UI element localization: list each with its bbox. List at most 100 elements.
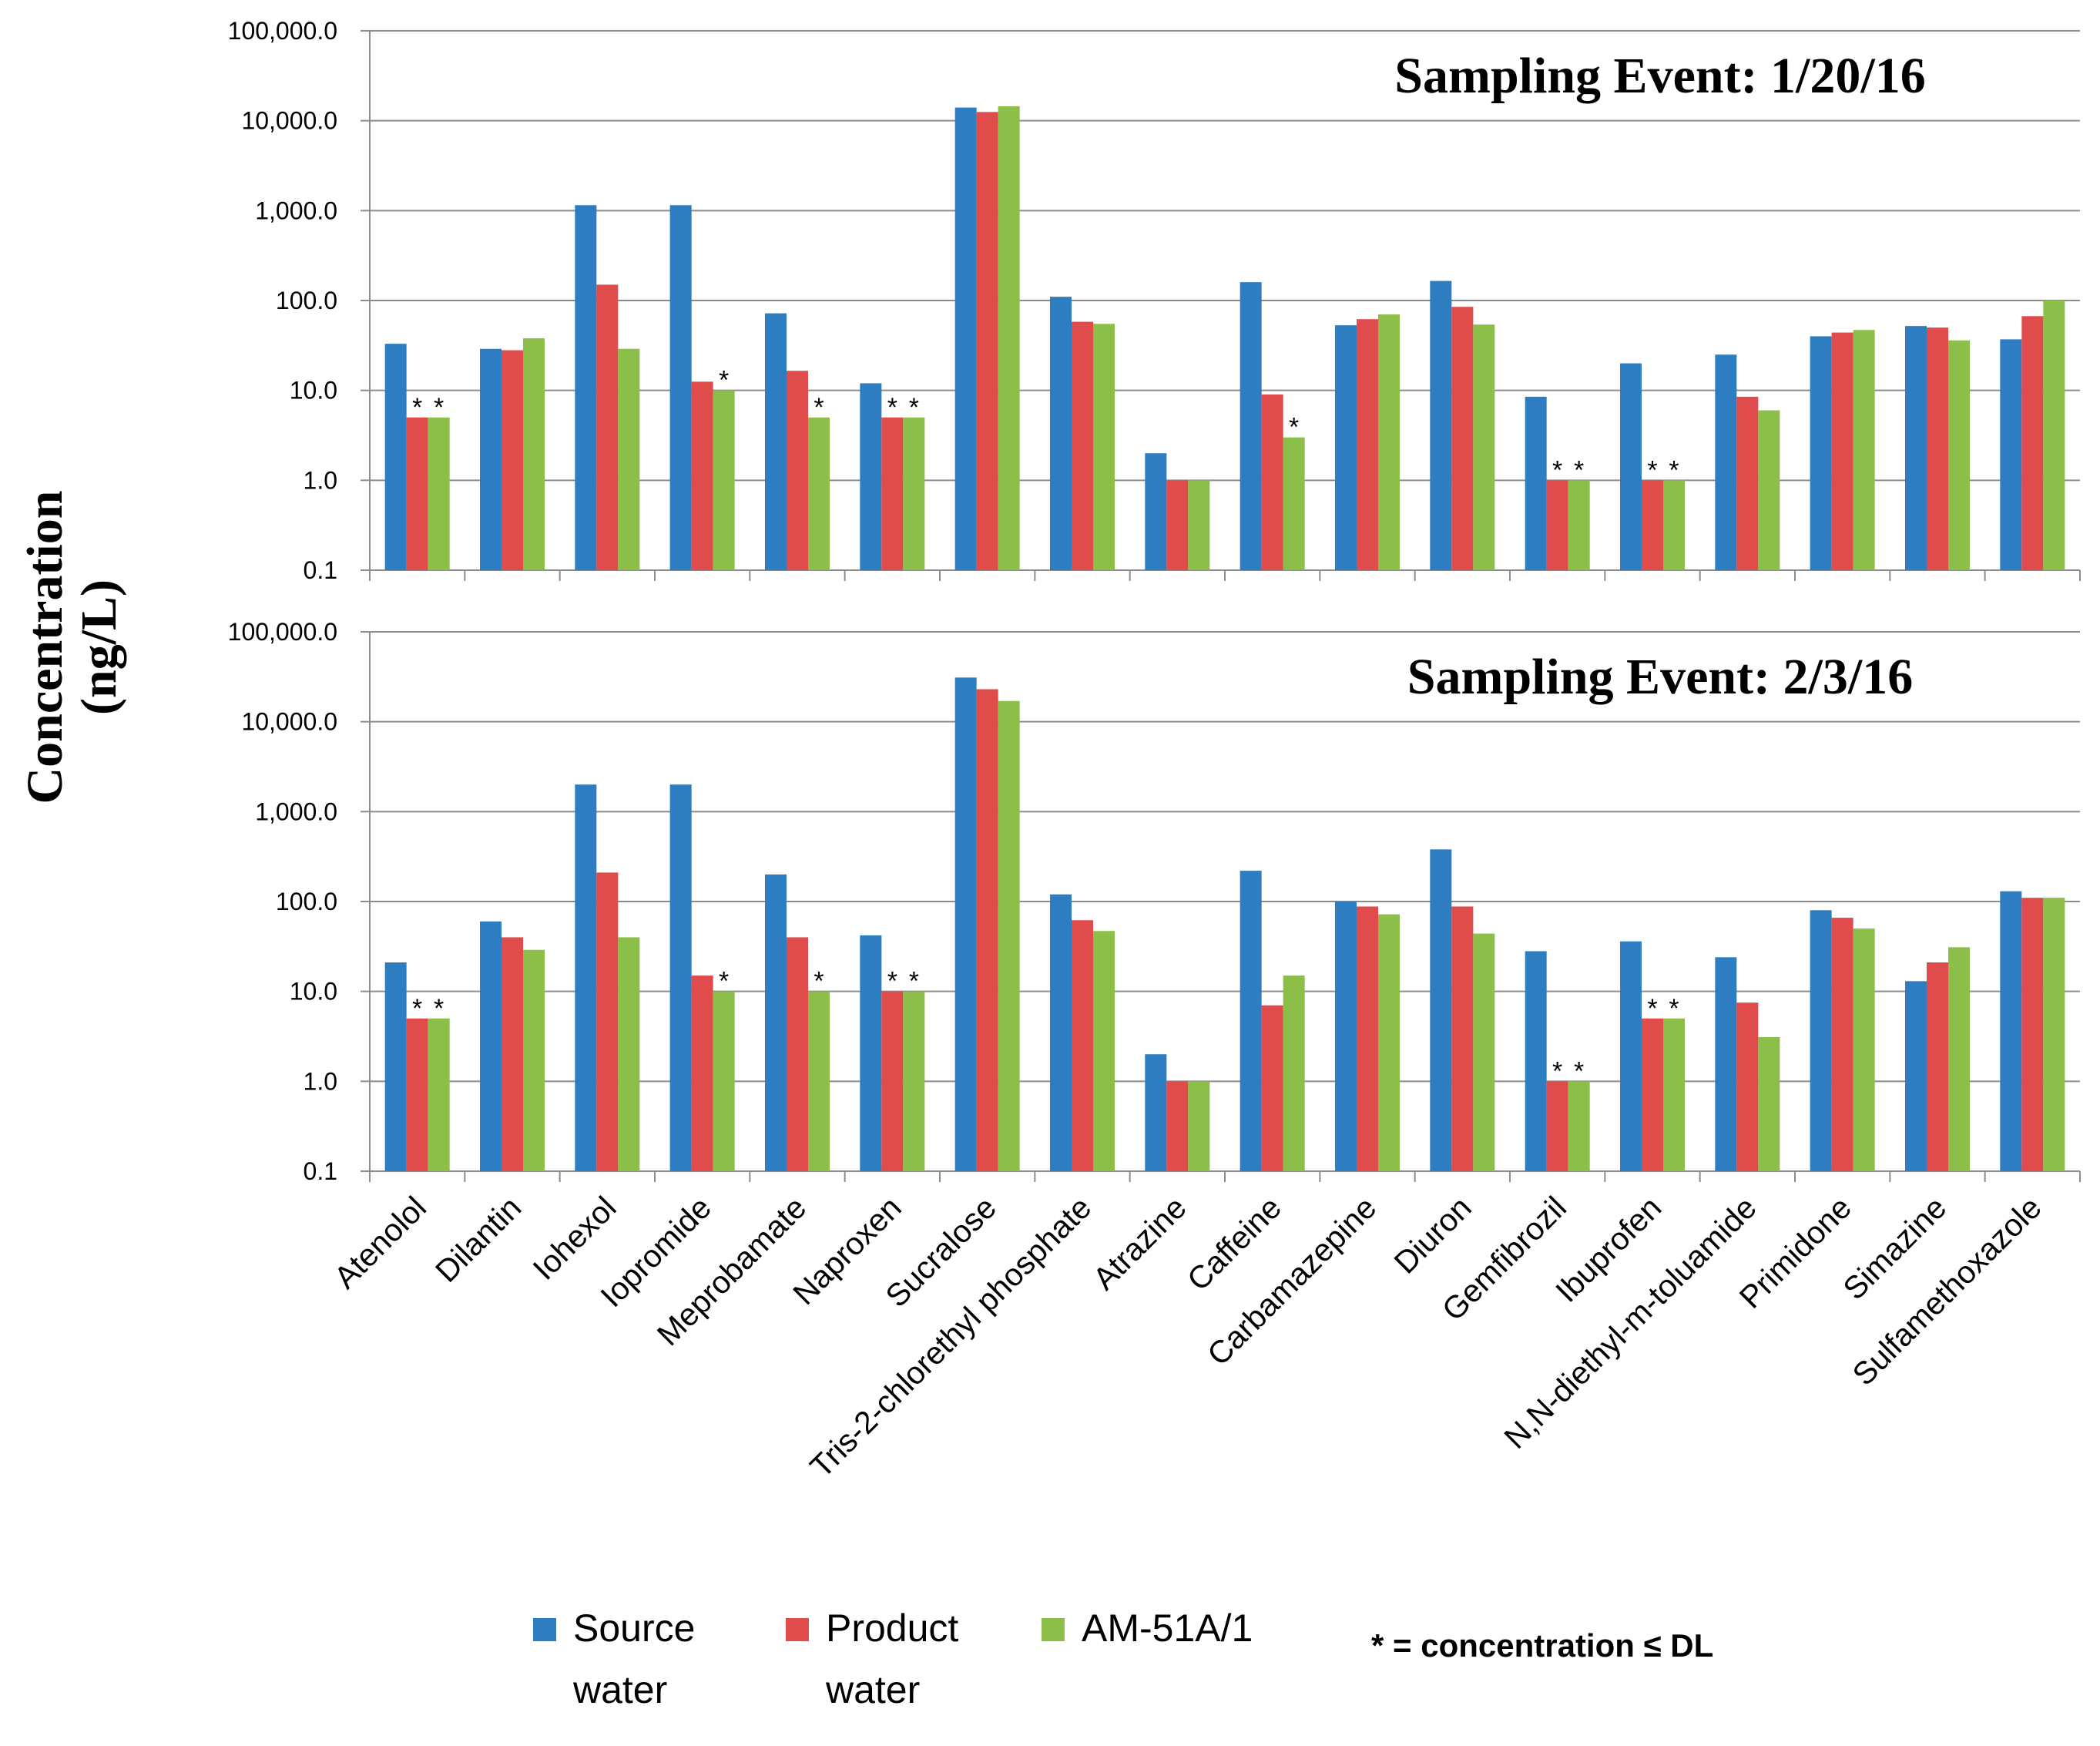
bar-panel2-series1-meprobamate [765, 874, 787, 1171]
bar-panel2-series1-gemfibrozil [1525, 951, 1547, 1171]
bar-panel1-series2-primidone [1831, 332, 1853, 570]
bar-panel2-series2-caffeine [1261, 1005, 1283, 1171]
dl-asterisk: * [412, 393, 422, 422]
bar-panel1-series2-ibuprofen [1642, 480, 1663, 570]
bar-panel1-series1-dilantin [480, 348, 502, 570]
bar-panel1-series1-ibuprofen [1620, 363, 1642, 570]
dl-asterisk: * [719, 366, 729, 395]
bar-panel1-series1-atenolol [384, 344, 407, 570]
bar-panel2-series3-primidone [1853, 928, 1875, 1171]
y-tick-label: 10,000.0 [241, 708, 337, 736]
y-tick-label: 0.1 [304, 556, 337, 584]
bar-panel1-series1-iohexol [575, 205, 597, 570]
bar-panel1-series3-dilantin [523, 338, 545, 570]
bar-panel1-series2-caffeine [1261, 395, 1283, 570]
bar-panel1-series1-tris-2-chlorethyl-phosphate [1050, 297, 1072, 570]
bar-panel1-series3-diuron [1473, 324, 1495, 570]
bar-panel2-series1-naproxen [860, 935, 882, 1171]
bar-panel2-series2-gemfibrozil [1546, 1081, 1568, 1171]
bar-panel1-series3-n-n-diethyl-m-toluamide [1758, 410, 1780, 570]
bar-panel1-series1-simazine [1905, 326, 1927, 570]
plot-panels: 0.1 1.0 10.0 100.0 1,000.0 10,000.0 100,000.0 *… [228, 17, 2081, 1185]
bar-panel1-series3-sulfamethoxazole [2043, 301, 2065, 570]
bar-panel1-series3-naproxen [903, 417, 925, 570]
bar-panel2-series1-primidone [1810, 910, 1832, 1171]
bar-panel1-series2-iohexol [596, 284, 619, 570]
bar-panel1-series1-diuron [1430, 280, 1452, 570]
x-category-label: Dilantin [428, 1190, 528, 1289]
bar-panel2-series1-atrazine [1145, 1054, 1167, 1171]
bar-panel1-series3-atenolol [428, 417, 450, 570]
bar-panel2-series2-iohexol [596, 872, 619, 1171]
bar-panel2-series3-ibuprofen [1663, 1018, 1685, 1171]
dl-asterisk: * [813, 393, 824, 422]
dl-asterisk: * [887, 967, 897, 996]
bar-panel2-series3-naproxen [903, 991, 925, 1171]
bar-panel1-series2-simazine [1927, 327, 1948, 570]
bar-panel1-series1-gemfibrozil [1525, 396, 1547, 570]
panel-1: 0.1 1.0 10.0 100.0 1,000.0 10,000.0 100,000.0 *… [228, 17, 2081, 584]
bar-panel2-series2-sulfamethoxazole [2021, 898, 2044, 1171]
bar-panel1-series3-iopromide [713, 390, 735, 570]
bar-panel2-series3-diuron [1473, 933, 1495, 1171]
bar-panel1-series1-caffeine [1240, 282, 1262, 570]
dl-asterisk: * [1552, 1056, 1562, 1086]
bar-panel2-series3-iopromide [713, 991, 735, 1171]
legend-entry-label: AM-51A/1 [1082, 1607, 1253, 1650]
x-category-label: Carbamazepine [1200, 1190, 1383, 1372]
bar-panel2-series3-dilantin [523, 949, 545, 1171]
x-category-label: Atenolol [327, 1190, 433, 1295]
dl-asterisk: * [887, 393, 897, 422]
bar-panel1-series2-tris-2-chlorethyl-phosphate [1072, 321, 1093, 570]
dl-asterisk: * [412, 994, 422, 1023]
bar-panel2-series2-meprobamate [787, 937, 808, 1171]
legend-swatch [1042, 1618, 1065, 1641]
bar-panel2-series1-sucralose [954, 677, 977, 1171]
bar-panel2-series3-caffeine [1283, 975, 1305, 1171]
dl-asterisk: * [1552, 455, 1562, 485]
dl-asterisk: * [1574, 1056, 1584, 1086]
dl-asterisk: * [719, 967, 729, 996]
bar-panel2-series2-diuron [1451, 906, 1474, 1171]
bar-panel2-series2-simazine [1927, 962, 1948, 1171]
bar-panel2-series2-primidone [1831, 918, 1853, 1171]
bar-panel2-series3-iohexol [618, 937, 640, 1171]
x-category-label: Diuron [1387, 1190, 1478, 1281]
bar-panel1-series3-atrazine [1188, 480, 1210, 570]
bar-panel2-series2-ibuprofen [1642, 1018, 1663, 1171]
bar-panel2-series1-simazine [1905, 981, 1927, 1171]
bar-panel1-series3-ibuprofen [1663, 480, 1685, 570]
bar-panel1-series3-meprobamate [808, 417, 830, 570]
bar-panel2-series1-caffeine [1240, 871, 1262, 1171]
dl-asterisk: * [434, 393, 444, 422]
bar-panel2-series2-dilantin [502, 937, 523, 1171]
bar-panel2-series3-tris-2-chlorethyl-phosphate [1093, 931, 1115, 1171]
dl-asterisk: * [1669, 455, 1679, 485]
y-tick-label: 1.0 [304, 1067, 337, 1095]
dl-asterisk: * [1574, 455, 1584, 485]
bar-panel2-series2-carbamazepine [1357, 906, 1378, 1171]
bar-panel1-series1-sucralose [954, 107, 977, 570]
bar-panel1-series3-sucralose [998, 106, 1020, 570]
y-tick-label: 1.0 [304, 466, 337, 494]
bar-panel2-series1-iopromide [669, 784, 692, 1171]
bar-panel1-series2-atrazine [1166, 480, 1189, 570]
dl-asterisk: * [813, 967, 824, 996]
bar-panel2-series3-gemfibrozil [1568, 1081, 1590, 1171]
legend-note: * = concentration ≤ DL [1371, 1627, 1713, 1664]
panel-2: 0.1 1.0 10.0 100.0 1,000.0 10,000.0 100,000.0 *… [228, 618, 2081, 1185]
dl-asterisk: * [434, 994, 444, 1023]
x-category-label: Iohexol [526, 1190, 623, 1287]
bar-panel2-series1-tris-2-chlorethyl-phosphate [1050, 894, 1072, 1171]
y-tick-label: 100.0 [276, 287, 337, 314]
bar-panel2-series1-dilantin [480, 921, 502, 1171]
bar-panel2-series3-meprobamate [808, 991, 830, 1171]
bar-panel2-series1-diuron [1430, 849, 1452, 1171]
bar-panel2-series1-carbamazepine [1335, 902, 1357, 1171]
bar-panel1-series3-carbamazepine [1378, 314, 1400, 570]
y-tick-label: 10.0 [290, 978, 337, 1006]
dl-asterisk: * [1647, 994, 1657, 1023]
bar-panel1-series2-iopromide [691, 381, 713, 570]
legend-entry-label: water [825, 1668, 920, 1711]
legend-swatch [533, 1618, 556, 1641]
